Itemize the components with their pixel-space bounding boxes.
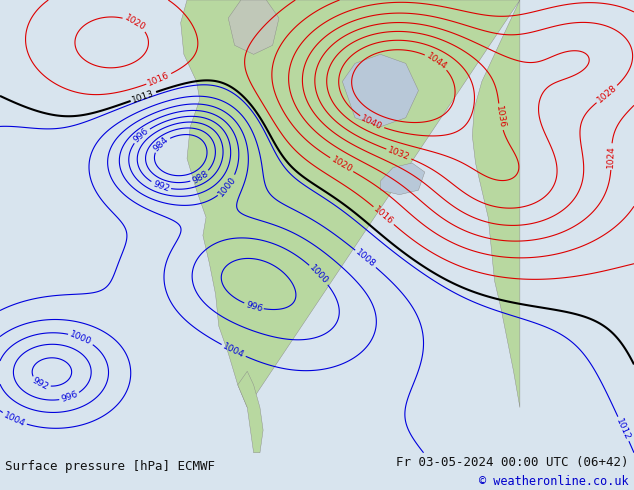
Text: Surface pressure [hPa] ECMWF: Surface pressure [hPa] ECMWF <box>5 461 215 473</box>
Text: © weatheronline.co.uk: © weatheronline.co.uk <box>479 475 629 489</box>
Text: 1020: 1020 <box>330 155 354 174</box>
Polygon shape <box>342 54 418 127</box>
Text: 1012: 1012 <box>614 416 632 441</box>
Text: 1000: 1000 <box>217 174 238 198</box>
Text: 1000: 1000 <box>68 330 93 347</box>
Text: 1020: 1020 <box>123 13 147 33</box>
Polygon shape <box>380 163 425 195</box>
Text: 996: 996 <box>60 390 79 404</box>
Text: 1036: 1036 <box>494 105 507 129</box>
Text: 1004: 1004 <box>221 342 246 360</box>
Text: 996: 996 <box>245 300 264 313</box>
Text: 984: 984 <box>152 135 171 153</box>
Text: 992: 992 <box>31 375 50 392</box>
Text: 1013: 1013 <box>131 88 156 104</box>
Text: 1024: 1024 <box>607 145 616 168</box>
Polygon shape <box>181 0 520 408</box>
Text: 1028: 1028 <box>595 83 619 105</box>
Text: 1008: 1008 <box>354 248 377 270</box>
Text: 1016: 1016 <box>146 71 171 88</box>
Text: 1044: 1044 <box>425 51 448 72</box>
Text: 1040: 1040 <box>359 114 384 132</box>
Polygon shape <box>238 371 263 453</box>
Text: Fr 03-05-2024 00:00 UTC (06+42): Fr 03-05-2024 00:00 UTC (06+42) <box>396 456 629 468</box>
Text: 992: 992 <box>152 179 171 193</box>
Text: 1000: 1000 <box>307 263 330 286</box>
Text: 1032: 1032 <box>387 146 411 162</box>
Text: 996: 996 <box>132 126 151 145</box>
Polygon shape <box>228 0 279 54</box>
Text: 1004: 1004 <box>2 410 27 428</box>
Text: 1016: 1016 <box>372 205 396 226</box>
Text: 988: 988 <box>190 169 210 185</box>
